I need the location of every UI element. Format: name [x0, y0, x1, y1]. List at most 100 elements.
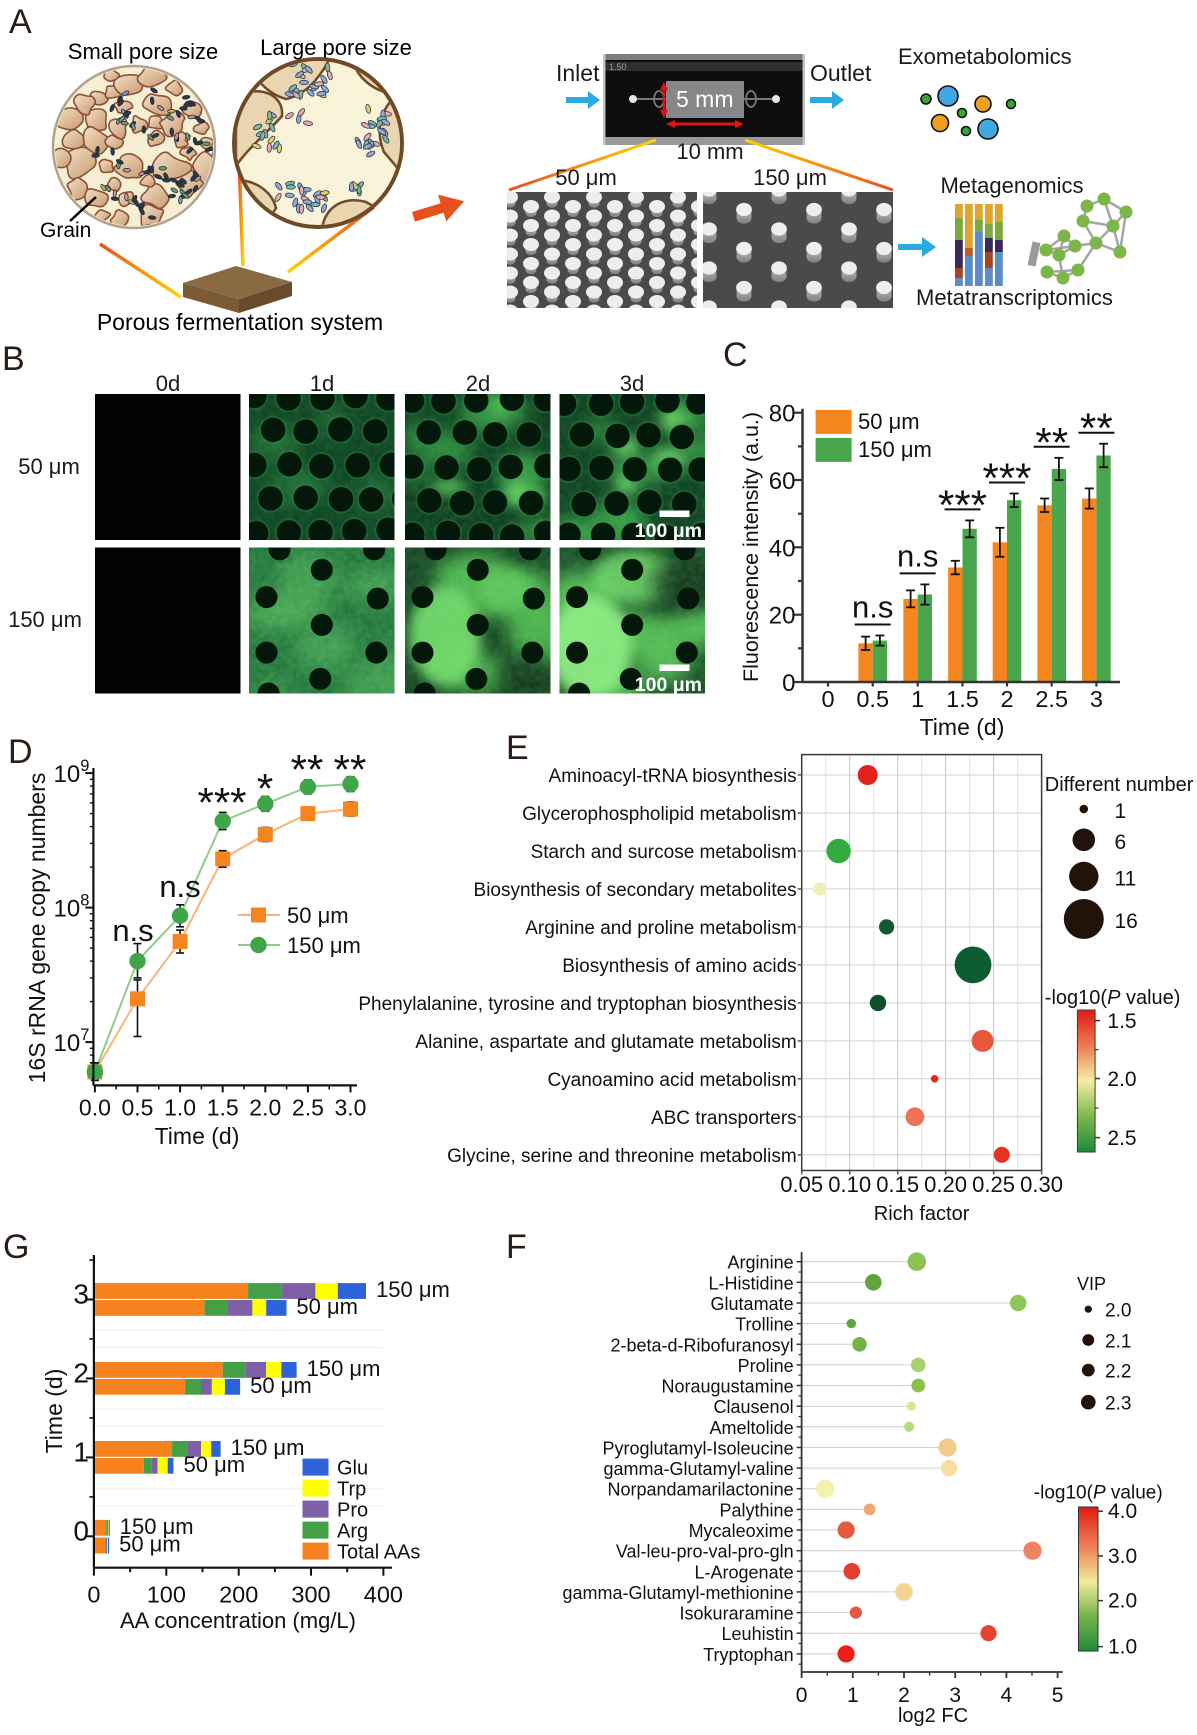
svg-text:Total AAs: Total AAs [337, 1542, 420, 1564]
svg-text:Exometabolomics: Exometabolomics [898, 44, 1072, 69]
svg-text:Grain: Grain [40, 219, 91, 242]
svg-text:2: 2 [898, 1684, 910, 1707]
svg-text:150 μm: 150 μm [858, 437, 932, 462]
svg-text:Alanine, aspartate and glutama: Alanine, aspartate and glutamate metabol… [415, 1032, 796, 1053]
svg-text:Leuhistin: Leuhistin [722, 1624, 794, 1644]
svg-text:40: 40 [769, 535, 796, 562]
svg-text:1: 1 [1115, 800, 1127, 823]
svg-text:400: 400 [364, 1582, 403, 1608]
svg-text:0: 0 [796, 1684, 808, 1707]
svg-text:10 mm: 10 mm [676, 139, 743, 164]
svg-text:0.05: 0.05 [780, 1172, 823, 1197]
svg-text:3.0: 3.0 [335, 1094, 367, 1120]
svg-text:1.5: 1.5 [946, 686, 979, 712]
svg-text:4: 4 [1001, 1684, 1013, 1707]
svg-text:Biosynthesis of secondary meta: Biosynthesis of secondary metabolites [474, 880, 797, 901]
svg-text:L-Arogenate: L-Arogenate [695, 1562, 794, 1582]
svg-text:0: 0 [87, 1582, 100, 1608]
svg-text:0.20: 0.20 [924, 1172, 967, 1197]
svg-text:0.30: 0.30 [1020, 1172, 1063, 1197]
svg-text:B: B [2, 345, 25, 378]
svg-text:50 μm: 50 μm [555, 165, 617, 190]
svg-text:100 μm: 100 μm [635, 520, 702, 542]
svg-text:E: E [506, 730, 529, 767]
svg-text:Trp: Trp [337, 1479, 366, 1501]
svg-text:Clausenol: Clausenol [714, 1397, 794, 1417]
svg-text:2.2: 2.2 [1105, 1362, 1131, 1383]
svg-text:C: C [723, 340, 748, 374]
svg-text:50 μm: 50 μm [296, 1294, 358, 1319]
svg-text:150 μm: 150 μm [307, 1356, 381, 1381]
svg-text:n.s: n.s [112, 913, 153, 948]
svg-text:*: * [257, 765, 273, 812]
svg-text:150 μm: 150 μm [120, 1514, 194, 1539]
svg-text:Fluorescence intensity (a.u.): Fluorescence intensity (a.u.) [739, 412, 763, 682]
svg-text:log2 FC: log2 FC [898, 1705, 968, 1727]
svg-text:Noraugustamine: Noraugustamine [662, 1377, 794, 1397]
svg-text:***: *** [982, 455, 1031, 502]
svg-text:ABC transporters: ABC transporters [651, 1108, 797, 1129]
svg-text:***: *** [197, 779, 246, 826]
svg-text:gamma-Glutamyl-valine: gamma-Glutamyl-valine [604, 1459, 794, 1479]
svg-text:1.0: 1.0 [1108, 1636, 1137, 1659]
svg-text:Rich factor: Rich factor [874, 1203, 970, 1225]
svg-text:n.s: n.s [897, 538, 938, 573]
svg-text:2: 2 [73, 1357, 89, 1388]
svg-text:2-beta-d-Ribofuranosyl: 2-beta-d-Ribofuranosyl [611, 1335, 794, 1355]
svg-text:50 μm: 50 μm [119, 1532, 181, 1557]
svg-text:108: 108 [54, 892, 90, 923]
svg-text:**: ** [334, 746, 367, 793]
svg-text:AA concentration (mg/L): AA concentration (mg/L) [120, 1608, 356, 1633]
svg-text:300: 300 [291, 1582, 330, 1608]
svg-text:0.5: 0.5 [122, 1094, 154, 1120]
svg-text:3: 3 [1090, 686, 1103, 712]
svg-text:3: 3 [73, 1279, 89, 1310]
svg-text:Ameltolide: Ameltolide [710, 1418, 794, 1438]
svg-text:G: G [3, 1228, 29, 1266]
svg-text:Cyanoamino acid metabolism: Cyanoamino acid metabolism [547, 1070, 796, 1091]
svg-text:50 μm: 50 μm [184, 1452, 246, 1477]
svg-text:Isokuraramine: Isokuraramine [680, 1604, 794, 1624]
svg-text:Glycerophospholipid metabolism: Glycerophospholipid metabolism [522, 804, 797, 825]
svg-text:**: ** [1080, 405, 1113, 452]
svg-text:2.3: 2.3 [1105, 1394, 1131, 1415]
svg-text:Mycaleoxime: Mycaleoxime [689, 1521, 794, 1541]
svg-text:109: 109 [54, 757, 90, 788]
svg-text:0: 0 [73, 1515, 89, 1546]
svg-text:100 μm: 100 μm [635, 674, 702, 696]
svg-text:Starch and surcose metabolism: Starch and surcose metabolism [531, 842, 797, 863]
svg-text:Different number: Different number [1045, 774, 1194, 796]
svg-text:Arginine and proline metabolis: Arginine and proline metabolism [525, 918, 796, 939]
svg-text:200: 200 [219, 1582, 258, 1608]
svg-text:***: *** [938, 481, 987, 528]
svg-text:150 μm: 150 μm [287, 933, 361, 958]
svg-text:1: 1 [847, 1684, 859, 1707]
svg-text:0.15: 0.15 [876, 1172, 919, 1197]
svg-text:D: D [8, 733, 33, 771]
svg-text:100: 100 [147, 1582, 186, 1608]
svg-text:20: 20 [769, 603, 796, 630]
svg-text:Glutamate: Glutamate [711, 1294, 794, 1314]
svg-text:n.s: n.s [159, 869, 200, 904]
svg-text:Val-leu-pro-val-pro-gln: Val-leu-pro-val-pro-gln [616, 1542, 794, 1562]
svg-text:2.0: 2.0 [1107, 1068, 1136, 1091]
svg-text:6: 6 [1115, 831, 1127, 854]
svg-text:11: 11 [1115, 867, 1137, 890]
svg-text:1.0: 1.0 [164, 1094, 196, 1120]
svg-text:16: 16 [1115, 910, 1138, 933]
svg-text:-log10(P value): -log10(P value) [1045, 987, 1181, 1009]
svg-text:50 μm: 50 μm [250, 1373, 312, 1398]
svg-text:60: 60 [769, 468, 796, 495]
svg-text:2.1: 2.1 [1105, 1332, 1131, 1353]
svg-text:Biosynthesis of amino acids: Biosynthesis of amino acids [562, 956, 796, 977]
svg-text:**: ** [291, 746, 324, 793]
svg-text:2.5: 2.5 [292, 1094, 324, 1120]
svg-text:Time (d): Time (d) [155, 1123, 240, 1149]
svg-text:5: 5 [1052, 1684, 1064, 1707]
svg-text:2d: 2d [466, 371, 490, 396]
svg-text:16S rRNA gene copy numbers: 16S rRNA gene copy numbers [24, 773, 50, 1084]
svg-text:3d: 3d [620, 371, 644, 396]
svg-text:Glycine, serine and threonine: Glycine, serine and threonine metabolism [447, 1146, 797, 1167]
svg-text:50 μm: 50 μm [858, 409, 920, 434]
svg-text:Arginine: Arginine [728, 1253, 794, 1273]
